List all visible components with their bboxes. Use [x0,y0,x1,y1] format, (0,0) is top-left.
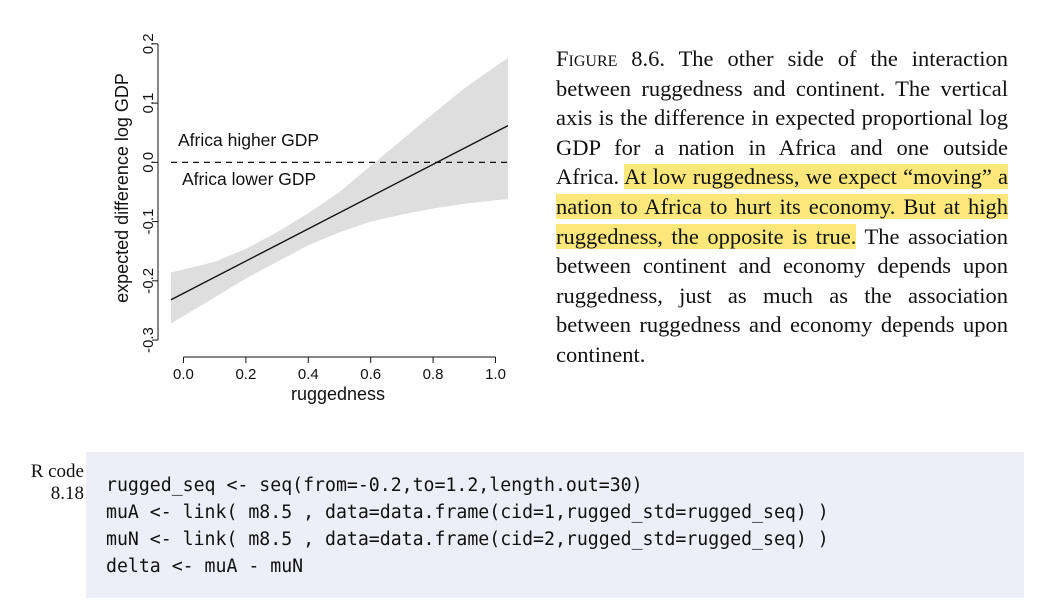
caption-text-end: The association between continent and ec… [556,223,1008,367]
code-label-title: R code [30,461,84,482]
y-tick-label: -0.1 [140,209,157,235]
code-line: rugged_seq <- seq(from=-0.2,to=1.2,lengt… [106,475,643,496]
interaction-figure: 0.0 0.2 0.4 0.6 0.8 1.0-0.3-0.2-0.10.00.10.2 … [112,33,509,404]
x-tick-label: 0.8 [423,366,444,383]
x-tick-label: 0.0 [173,366,194,383]
africa-higher-label: Africa higher GDP [178,130,319,150]
x-tick-label: 0.4 [298,366,319,383]
code-line: muA <- link( m8.5 , data=data.frame(cid=… [106,502,829,523]
x-tick-label: 0.6 [360,366,381,383]
mean-difference-line [170,124,509,301]
interval-band-area [171,58,508,324]
figure-caption: Figure 8.6. The other side of the intera… [556,44,1009,370]
code-line: muN <- link( m8.5 , data=data.frame(cid=… [106,529,829,550]
y-tick-label: -0.3 [140,327,157,353]
caption-text: The other side of the interaction betwee… [556,46,1008,190]
credible-interval-band [171,58,508,324]
code-block: rugged_seq <- seq(from=-0.2,to=1.2,lengt… [86,452,1024,598]
code-label: R code 8.18 [14,461,84,505]
y-tick-label: 0.1 [140,93,157,114]
code-label-number: 8.18 [50,483,84,504]
x-tick-label: 1.0 [485,366,506,383]
y-tick-label: 0.2 [140,33,157,54]
y-axis-label: expected difference log GDP [112,73,132,303]
y-tick-label: 0.0 [140,152,157,173]
code-line: delta <- muA - muN [106,556,304,577]
figure-label: Figure 8.6. [556,46,666,71]
y-tick-label: -0.2 [140,268,157,294]
x-tick-label: 0.2 [235,366,256,383]
x-axis-label: ruggedness [291,384,385,404]
africa-lower-label: Africa lower GDP [182,169,316,189]
